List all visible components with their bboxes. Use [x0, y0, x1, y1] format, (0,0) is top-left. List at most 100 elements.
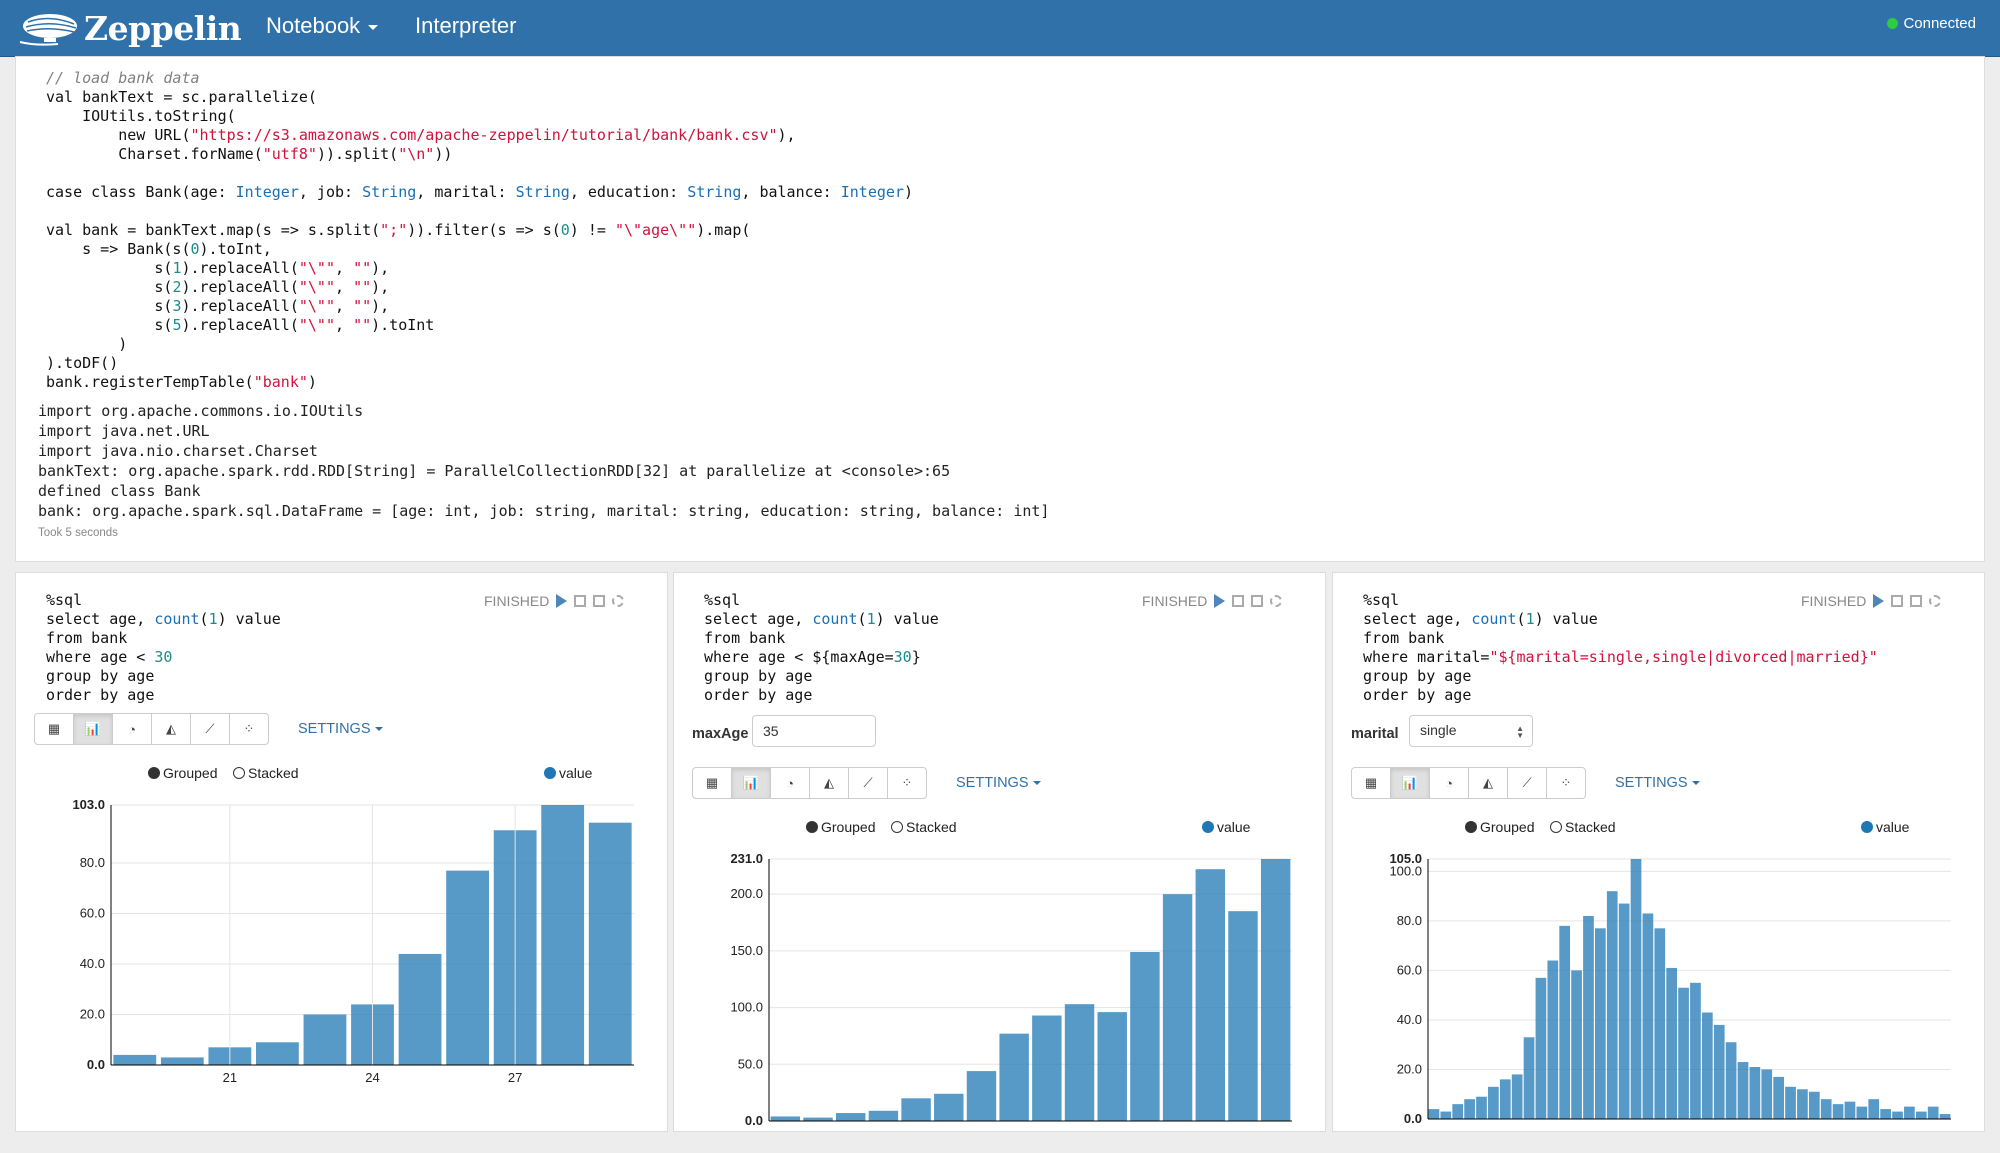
y-tick-label: 40.0: [80, 956, 105, 971]
code-token: s(: [46, 278, 173, 296]
settings-dropdown[interactable]: SETTINGS: [298, 721, 383, 737]
nav-notebook-menu[interactable]: Notebook: [266, 13, 379, 39]
code-token: ) value: [217, 610, 281, 628]
table-view-button[interactable]: ▦: [1351, 767, 1391, 799]
paragraph-controls: FINISHED: [1801, 593, 1942, 609]
bar: [999, 1033, 1029, 1121]
line-chart-button[interactable]: ⟋: [190, 713, 230, 745]
legend-stacked[interactable]: Stacked: [233, 765, 299, 781]
pie-chart-button[interactable]: ◔: [1429, 767, 1469, 799]
run-icon[interactable]: [556, 594, 568, 608]
code-token: "\"": [298, 316, 335, 334]
expand-icon[interactable]: [1891, 595, 1904, 607]
bar: [1488, 1086, 1499, 1119]
code-editor[interactable]: %sql select age, count(1) value from bank w…: [46, 591, 281, 705]
param-select-marital[interactable]: single ▲ ▼: [1409, 715, 1533, 747]
x-tick-label: 27: [508, 1070, 522, 1085]
bar: [966, 1071, 997, 1121]
bar: [1523, 1037, 1535, 1119]
bar: [588, 822, 632, 1065]
nav-interpreter-link[interactable]: Interpreter: [415, 13, 517, 39]
param-input-maxAge[interactable]: [752, 715, 876, 747]
paragraph-sql-3: FINISHED %sql select age, count(1) value fr…: [1332, 572, 1985, 1132]
area-chart-button[interactable]: ◭: [1468, 767, 1508, 799]
code-line: ).toDF(): [46, 354, 913, 373]
table-view-button[interactable]: ▦: [34, 713, 74, 745]
bar-chart-button[interactable]: 📊: [731, 767, 771, 799]
gear-icon[interactable]: [1929, 595, 1942, 607]
code-token: ,: [335, 259, 354, 277]
run-icon[interactable]: [1873, 594, 1885, 608]
scatter-chart-icon: ⁘: [901, 775, 913, 790]
legend-series-value[interactable]: value: [1202, 819, 1250, 835]
bar-chart: 0.0 20.0 40.0 60.0 80.0 103.0 21 24 27: [72, 797, 634, 1085]
scatter-chart-button[interactable]: ⁘: [887, 767, 927, 799]
code-token: 0: [190, 240, 200, 258]
code-token: ): [903, 183, 913, 201]
book-icon[interactable]: [1910, 595, 1923, 607]
bar: [1162, 894, 1193, 1121]
book-icon[interactable]: [593, 595, 606, 607]
bar-chart-button[interactable]: 📊: [1390, 767, 1430, 799]
code-line: %sql: [704, 591, 939, 610]
settings-dropdown[interactable]: SETTINGS: [1615, 775, 1700, 791]
code-token: (: [199, 610, 209, 628]
legend-grouped[interactable]: Grouped: [806, 819, 875, 835]
zeppelin-airship-icon: [19, 14, 77, 46]
code-editor[interactable]: // load bank data val bankText = sc.paral…: [46, 69, 913, 392]
code-token: where age <: [46, 648, 155, 666]
zeppelin-logo[interactable]: Zeppelin: [18, 5, 242, 51]
code-line: ): [46, 335, 913, 354]
gear-icon[interactable]: [612, 595, 625, 607]
expand-icon[interactable]: [1232, 595, 1245, 607]
gear-icon[interactable]: [1270, 595, 1283, 607]
bar: [1820, 1099, 1832, 1119]
y-tick-label: 50.0: [738, 1056, 763, 1071]
book-icon[interactable]: [1251, 595, 1264, 607]
line-chart-button[interactable]: ⟋: [1507, 767, 1547, 799]
pie-chart-button[interactable]: ◔: [112, 713, 152, 745]
code-token: group by age: [704, 667, 813, 685]
legend-series-value[interactable]: value: [1861, 819, 1909, 835]
param-label-marital: marital: [1351, 726, 1399, 742]
output-line: bankText: org.apache.spark.rdd.RDD[Strin…: [38, 462, 951, 480]
output-line: import java.net.URL: [38, 422, 210, 440]
legend-series-label: value: [559, 765, 593, 781]
pie-chart-button[interactable]: ◔: [770, 767, 810, 799]
scatter-chart-button[interactable]: ⁘: [1546, 767, 1586, 799]
paragraph-output: import org.apache.commons.io.IOUtils impo…: [38, 401, 1049, 521]
run-icon[interactable]: [1214, 594, 1226, 608]
connected-dot-icon: [1887, 18, 1899, 29]
radio-unchecked-icon: [1550, 821, 1562, 833]
table-view-button[interactable]: ▦: [692, 767, 732, 799]
legend-grouped[interactable]: Grouped: [1465, 819, 1534, 835]
legend-grouped[interactable]: Grouped: [148, 765, 217, 781]
legend-series-value[interactable]: value: [544, 765, 592, 781]
legend-stacked-label: Stacked: [248, 765, 299, 781]
connection-status-text: Connected: [1903, 15, 1976, 32]
bar: [1915, 1111, 1927, 1119]
code-editor[interactable]: %sql select age, count(1) value from bank w…: [1363, 591, 1878, 705]
bar: [1499, 1079, 1511, 1119]
expand-icon[interactable]: [574, 595, 587, 607]
area-chart-icon: ◭: [824, 775, 834, 790]
code-editor[interactable]: %sql select age, count(1) value from bank w…: [704, 591, 939, 705]
connection-status: Connected: [1887, 15, 1976, 32]
legend-stacked[interactable]: Stacked: [1550, 819, 1616, 835]
bar: [803, 1117, 833, 1121]
bar-chart-button[interactable]: 📊: [73, 713, 113, 745]
code-token: , education:: [569, 183, 688, 201]
bar: [1880, 1109, 1891, 1119]
code-token: 1: [866, 610, 876, 628]
line-chart-button[interactable]: ⟋: [848, 767, 888, 799]
bar: [1701, 1012, 1713, 1119]
bar: [1773, 1076, 1784, 1119]
legend-stacked[interactable]: Stacked: [891, 819, 957, 835]
settings-dropdown[interactable]: SETTINGS: [956, 775, 1041, 791]
code-token: IOUtils.toString(: [46, 107, 236, 125]
area-chart-button[interactable]: ◭: [151, 713, 191, 745]
area-chart-button[interactable]: ◭: [809, 767, 849, 799]
bar: [1476, 1096, 1487, 1119]
scatter-chart-button[interactable]: ⁘: [229, 713, 269, 745]
code-token: val bank = bankText.map(s => s.split(: [46, 221, 381, 239]
